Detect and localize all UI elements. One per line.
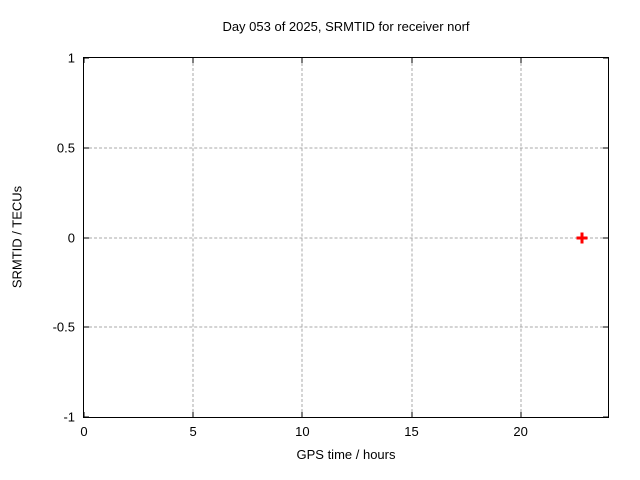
y-tick-label: -0.5 (52, 319, 75, 335)
x-tick-label: 0 (80, 424, 88, 439)
x-tick-mark-top (192, 58, 194, 63)
y-tick-label: 0 (67, 230, 75, 245)
y-tick-mark-right (603, 326, 608, 328)
chart-title: Day 053 of 2025, SRMTID for receiver nor… (222, 19, 470, 34)
x-tick-label: 20 (513, 424, 528, 439)
y-tick-label: -1 (63, 409, 75, 425)
x-tick-mark-bottom (301, 412, 303, 417)
x-tick-mark-bottom (192, 412, 194, 417)
x-tick-mark-bottom (411, 412, 412, 417)
plot-area: 0 5 10 15 20 1 0.5 0 -0.5 -1 (53, 51, 609, 439)
y-tick-mark-right (603, 57, 608, 59)
x-axis-title: GPS time / hours (296, 447, 396, 462)
x-tick-label: 10 (295, 424, 310, 439)
h-gridline (84, 147, 608, 149)
y-tick-mark-right (603, 147, 608, 149)
y-axis-title: SRMTID / TECUs (9, 185, 25, 289)
y-tick-label: 1 (67, 50, 75, 66)
y-tick-label: 0.5 (56, 140, 75, 156)
x-tick-mark-top (520, 58, 522, 63)
x-tick-label: 5 (189, 424, 197, 439)
x-tick-mark-top (411, 58, 412, 63)
h-gridline (84, 326, 608, 328)
x-tick-label: 15 (404, 424, 419, 439)
y-tick-mark-left (84, 416, 89, 418)
y-tick-mark-right (603, 237, 608, 238)
y-tick-mark-left (84, 57, 89, 59)
h-gridline (84, 237, 608, 238)
x-tick-mark-top (301, 58, 303, 63)
x-tick-mark-top (83, 58, 85, 63)
y-tick-mark-left (84, 237, 89, 238)
x-tick-mark-bottom (83, 412, 85, 417)
y-tick-mark-left (84, 326, 89, 328)
y-tick-mark-left (84, 147, 89, 149)
marker-vertical-bar (580, 232, 584, 243)
x-tick-mark-bottom (520, 412, 522, 417)
data-point-marker (576, 232, 588, 243)
y-tick-mark-right (603, 416, 608, 418)
